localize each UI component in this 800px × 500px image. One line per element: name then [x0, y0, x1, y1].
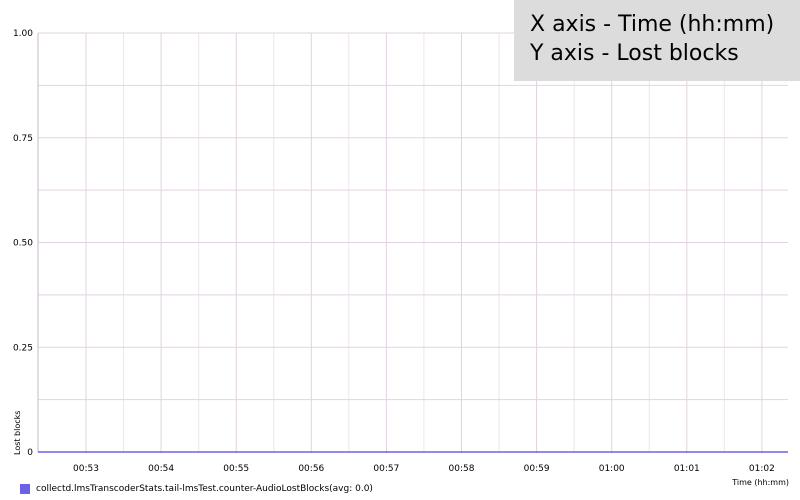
- x-tick-label: 00:57: [373, 464, 399, 474]
- x-tick-label: 01:01: [674, 464, 700, 474]
- y-tick-label: 0.50: [13, 239, 33, 249]
- info-line-y-axis: Y axis - Lost blocks: [530, 41, 739, 66]
- y-tick-label: 0.75: [13, 134, 33, 144]
- x-tick-label: 00:56: [298, 464, 324, 474]
- y-axis-ticks: 0 0.25 0.50 0.75 1.00: [13, 29, 33, 458]
- series-point: [310, 451, 313, 453]
- x-tick-label: 01:02: [749, 464, 775, 474]
- series-point: [235, 451, 237, 453]
- y-tick-label: 1.00: [13, 29, 33, 39]
- y-axis-label: Lost blocks: [13, 411, 22, 455]
- series-point: [460, 451, 463, 453]
- series-point: [535, 451, 538, 453]
- series-point: [761, 451, 763, 453]
- series-point: [610, 451, 613, 453]
- grid-lines: [37, 32, 788, 453]
- x-tick-label: 01:00: [599, 464, 625, 474]
- x-axis-label: Time (hh:mm): [731, 478, 789, 487]
- x-tick-label: 00:53: [73, 464, 99, 474]
- series-point: [686, 451, 688, 453]
- info-line-x-axis: X axis - Time (hh:mm): [530, 12, 775, 37]
- y-tick-label: 0.25: [13, 343, 33, 353]
- x-tick-label: 00:54: [148, 464, 174, 474]
- series-point: [385, 451, 388, 453]
- legend: collectd.lmsTranscoderStats.tail-lmsTest…: [20, 482, 373, 496]
- series-layer: [38, 451, 788, 453]
- x-tick-label: 00:55: [223, 464, 249, 474]
- axis-info-box: X axis - Time (hh:mm) Y axis - Lost bloc…: [514, 0, 800, 81]
- x-axis-ticks: 00:53 00:54 00:55 00:56 00:57 00:58 00:59 01:00…: [73, 464, 775, 474]
- series-point: [160, 451, 162, 453]
- series-point: [85, 451, 87, 453]
- x-tick-label: 00:58: [449, 464, 475, 474]
- legend-label: collectd.lmsTranscoderStats.tail-lmsTest…: [36, 484, 373, 494]
- y-tick-label: 0: [27, 448, 33, 458]
- legend-swatch: [20, 484, 30, 494]
- x-tick-label: 00:59: [524, 464, 550, 474]
